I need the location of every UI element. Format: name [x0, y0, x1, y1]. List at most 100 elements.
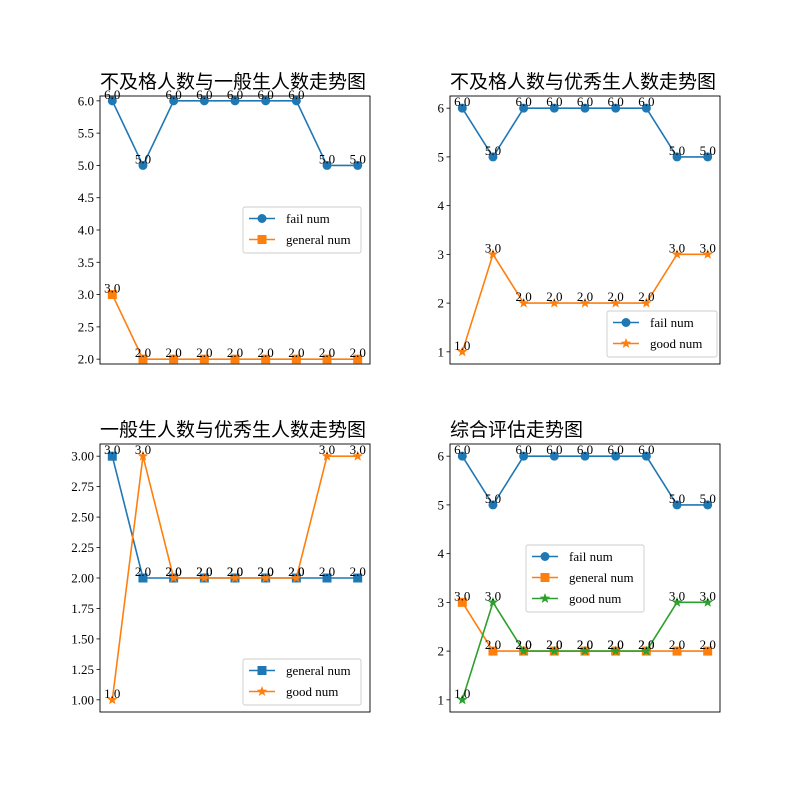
data-label: 2.0	[319, 564, 335, 579]
legend-entry: general num	[249, 232, 351, 247]
legend-marker	[256, 686, 268, 696]
data-label: 3.0	[669, 240, 685, 255]
chart-title: 不及格人数与优秀生人数走势图	[450, 71, 716, 93]
data-point	[322, 160, 332, 170]
legend-marker	[621, 318, 631, 327]
data-point	[672, 500, 682, 510]
data-label: 6.0	[454, 94, 470, 109]
data-point	[672, 152, 682, 162]
data-point	[353, 354, 363, 364]
data-point	[138, 354, 148, 364]
data-point	[138, 573, 148, 583]
series-general-num: 3.0 2.0 2.0 2.0 2.0 2.0 2.0 2.0 2.0	[104, 281, 366, 364]
data-point	[261, 354, 271, 364]
data-label: 3.0	[319, 442, 335, 457]
data-label: 2.0	[516, 637, 532, 652]
data-point	[260, 572, 271, 583]
chart-panel-1: 不及格人数与一般生人数走势图 2.0 2.5 3.0 3.5 4.0 4.5 5.0 5.5 6.…	[78, 71, 371, 367]
data-label: 6.0	[546, 94, 562, 109]
data-point	[230, 96, 240, 106]
data-label: 6.0	[454, 442, 470, 457]
y-tick-label: 3.5	[78, 255, 94, 270]
y-tick-label: 3	[438, 247, 445, 262]
legend-label: good num	[650, 336, 702, 351]
y-tick-label: 2.50	[71, 510, 94, 525]
data-point	[137, 450, 149, 461]
data-label: 2.0	[577, 637, 593, 652]
data-point	[579, 297, 591, 308]
data-label: 2.0	[135, 564, 151, 579]
y-tick-label: 5	[438, 149, 445, 164]
data-label: 3.0	[485, 240, 501, 255]
legend-label: fail num	[650, 315, 694, 330]
data-point	[641, 103, 651, 113]
y-tick-label: 3.0	[78, 287, 94, 302]
data-point	[611, 451, 621, 461]
data-label: 1.0	[454, 686, 470, 701]
data-point	[321, 450, 333, 461]
data-point	[457, 451, 467, 461]
data-label: 2.0	[288, 564, 304, 579]
data-label: 6.0	[258, 87, 274, 102]
legend-label: general num	[286, 232, 351, 247]
data-label: 2.0	[608, 637, 624, 652]
data-point	[487, 248, 499, 259]
data-label: 2.0	[288, 345, 304, 360]
y-tick-label: 1	[438, 344, 445, 359]
legend-entry: general num	[249, 663, 351, 678]
chart-title: 综合评估走势图	[450, 419, 583, 441]
data-point	[107, 96, 117, 106]
y-tick-label: 4.0	[78, 223, 94, 238]
data-point	[322, 573, 332, 583]
data-point	[671, 596, 683, 607]
legend: fail num general num good num	[525, 544, 645, 613]
chart-title: 不及格人数与一般生人数走势图	[100, 71, 366, 93]
data-label: 5.0	[319, 151, 335, 166]
data-label: 3.0	[350, 442, 366, 457]
y-tick-label: 2.5	[78, 319, 94, 334]
data-point	[322, 354, 332, 364]
data-label: 3.0	[700, 588, 716, 603]
data-point	[519, 451, 529, 461]
data-label: 2.0	[166, 564, 182, 579]
data-point	[353, 160, 363, 170]
axes-frame	[449, 443, 721, 713]
data-point	[702, 596, 713, 607]
y-tick-label: 2.00	[71, 571, 94, 586]
data-point	[580, 103, 590, 113]
data-label: 2.0	[135, 345, 151, 360]
data-label: 6.0	[227, 87, 243, 102]
data-point	[138, 160, 148, 170]
data-point	[457, 597, 467, 607]
data-point	[518, 297, 529, 308]
legend-label: general num	[569, 570, 634, 585]
data-label: 5.0	[135, 151, 151, 166]
data-point	[549, 645, 560, 656]
legend-marker	[620, 338, 632, 348]
y-tick-label: 4	[438, 198, 445, 213]
y-tick-label: 6.0	[78, 93, 94, 108]
data-point	[610, 297, 621, 308]
data-label: 2.0	[546, 637, 562, 652]
data-label: 2.0	[638, 637, 654, 652]
data-point	[703, 500, 713, 510]
legend-label: fail num	[286, 211, 330, 226]
legend-entry: fail num	[532, 549, 613, 564]
data-label: 3.0	[700, 240, 716, 255]
data-label: 5.0	[485, 143, 501, 158]
data-label: 6.0	[288, 87, 304, 102]
data-point	[549, 297, 560, 308]
data-point	[703, 152, 713, 162]
data-point	[199, 96, 209, 106]
data-label: 3.0	[104, 442, 120, 457]
data-point	[291, 96, 301, 106]
data-label: 6.0	[516, 442, 532, 457]
data-label: 1.0	[454, 338, 470, 353]
data-label: 3.0	[104, 281, 120, 296]
data-point	[641, 297, 652, 308]
data-point	[580, 451, 590, 461]
legend: general num good num	[242, 658, 362, 706]
data-point	[457, 346, 468, 357]
